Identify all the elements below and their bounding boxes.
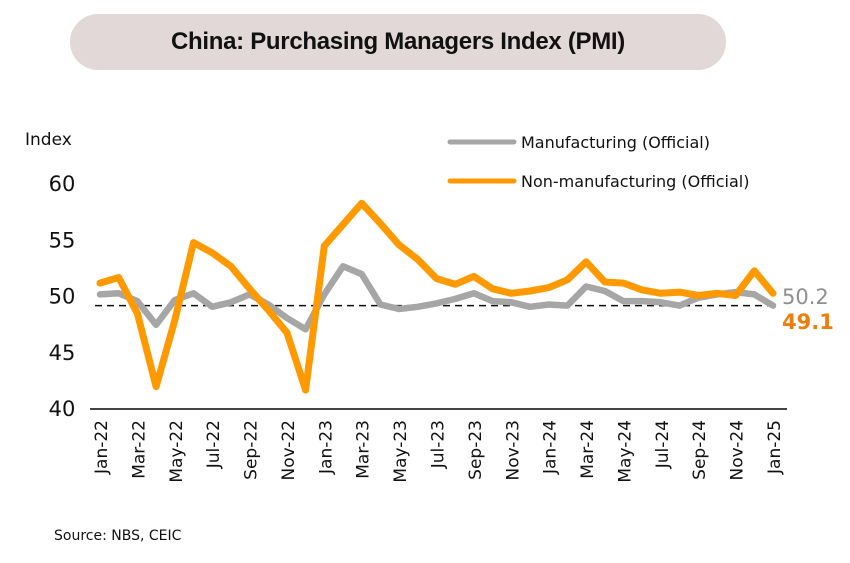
series-line-non-manufacturing — [96, 199, 777, 394]
x-tick-label: Nov-24 — [728, 420, 748, 481]
end-labels: 50.249.1 — [782, 285, 834, 334]
x-tick-label: Sep-24 — [690, 420, 710, 480]
x-tick-label: Sep-23 — [466, 420, 486, 480]
legend: Manufacturing (Official) Non-manufacturin… — [447, 133, 749, 191]
x-tick-label: Nov-23 — [503, 420, 523, 481]
x-tick-label: Jan-23 — [316, 420, 336, 475]
x-tick-label: May-23 — [391, 420, 411, 483]
source-note: Source: NBS, CEIC — [54, 528, 182, 544]
y-tick-label: 40 — [49, 397, 76, 421]
x-tick-label: Jan-25 — [765, 420, 785, 475]
x-tick-label: Mar-24 — [578, 420, 598, 479]
x-tick-label: Nov-22 — [279, 420, 299, 481]
x-tick-label: Jul-22 — [204, 420, 224, 469]
chart-title-banner: China: Purchasing Managers Index (PMI) — [70, 14, 726, 70]
legend-label: Manufacturing (Official) — [521, 133, 710, 152]
y-tick-label: 45 — [49, 341, 76, 365]
x-tick-label: Jul-24 — [653, 420, 673, 469]
x-tick-label: May-24 — [615, 420, 635, 483]
chart-title: China: Purchasing Managers Index (PMI) — [170, 28, 625, 55]
x-tick-label: Mar-23 — [354, 420, 374, 479]
legend-label: Non-manufacturing (Official) — [521, 172, 749, 191]
series-group — [96, 199, 777, 394]
y-axis-label: Index — [25, 130, 72, 150]
x-tick-label: Jan-24 — [541, 420, 561, 475]
series-line-manufacturing — [96, 263, 777, 333]
end-value-label: 50.2 — [782, 285, 829, 309]
y-tick-label: 60 — [49, 172, 76, 196]
end-value-label: 49.1 — [782, 310, 834, 334]
x-tick-label: Sep-22 — [242, 420, 262, 480]
y-tick-label: 50 — [49, 285, 76, 309]
x-axis-ticks: Jan-22 Mar-22 May-22 Jul-22 Sep-22 Nov-22 Jan-… — [92, 420, 785, 483]
y-tick-label: 55 — [49, 228, 76, 252]
x-tick-label: May-22 — [167, 420, 187, 483]
x-tick-label: Mar-22 — [129, 420, 149, 479]
y-axis-ticks: 60 55 50 45 40 — [49, 172, 76, 421]
x-tick-label: Jul-23 — [429, 420, 449, 469]
x-tick-label: Jan-22 — [92, 420, 112, 475]
